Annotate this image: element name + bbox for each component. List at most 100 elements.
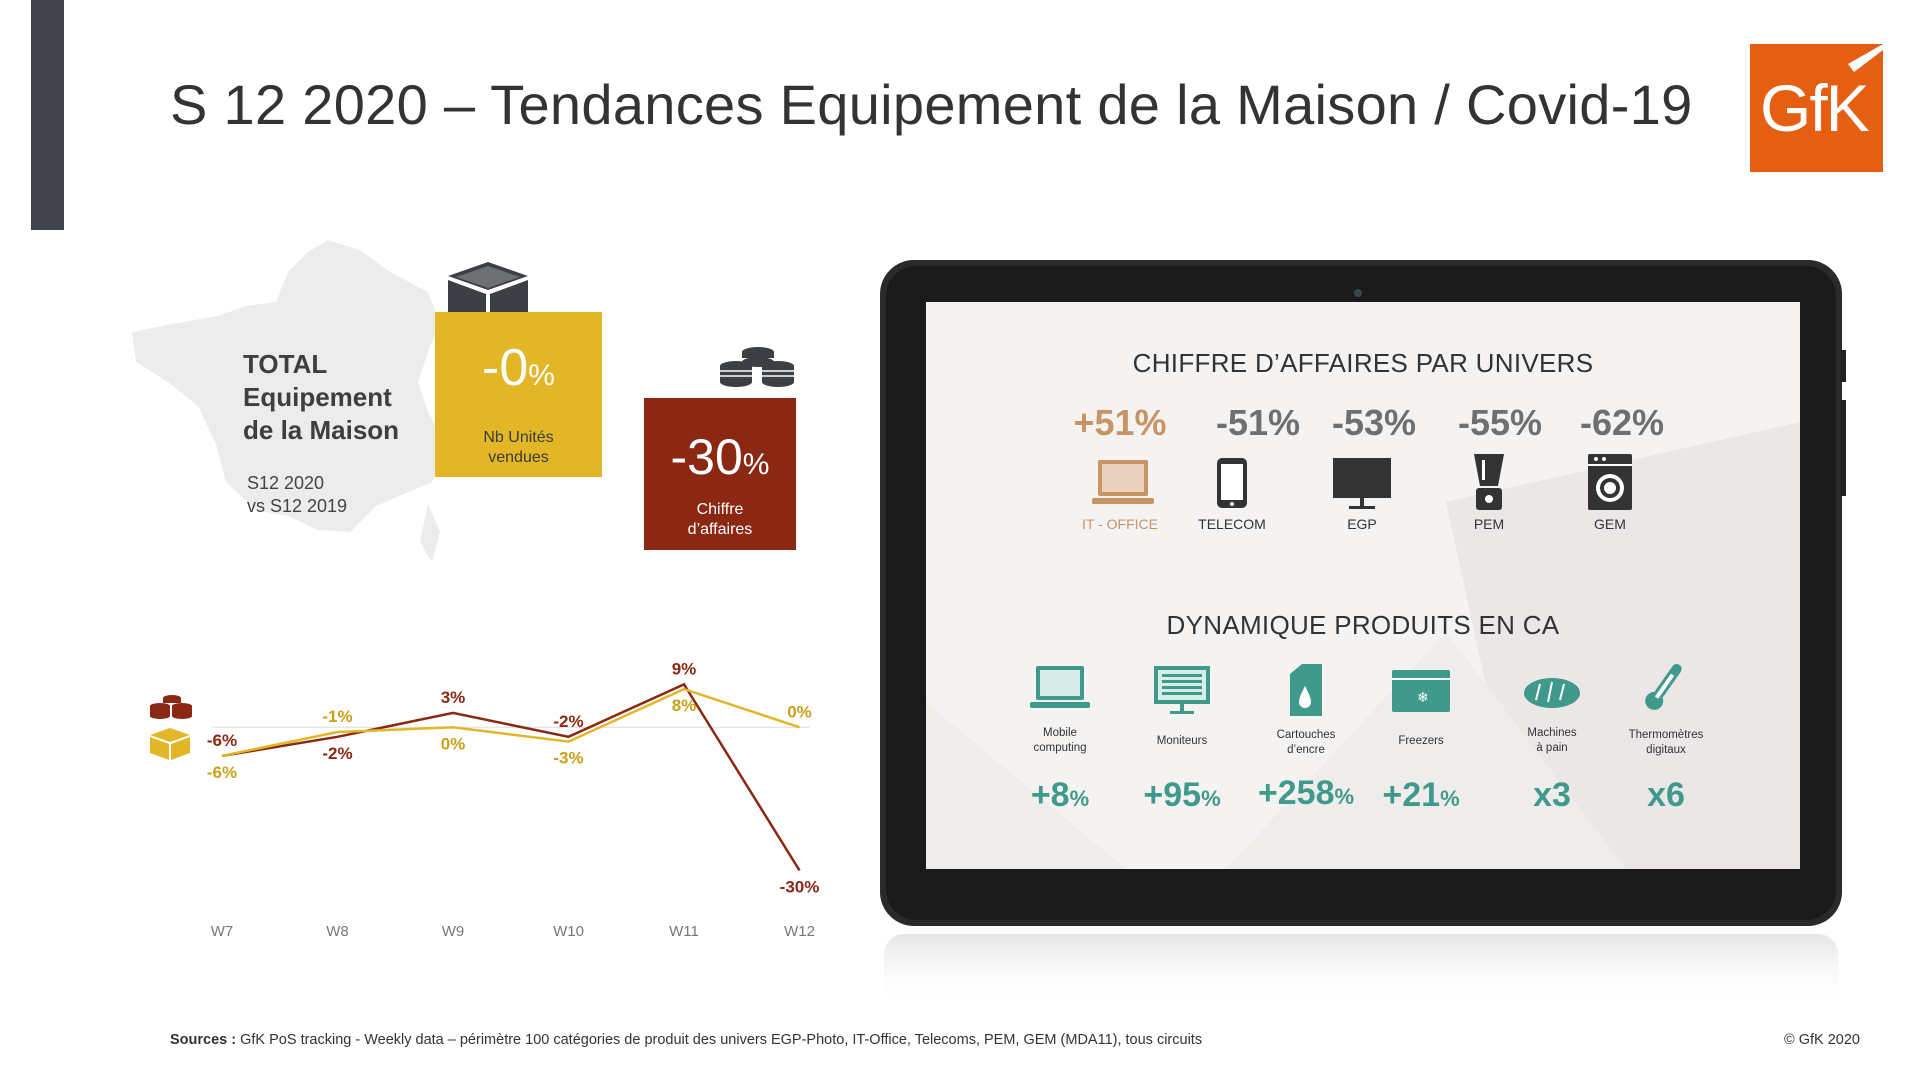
product-value-monitors: +95% [1122, 776, 1242, 815]
universe-value-egp: -53% [1331, 402, 1417, 443]
x-tick-label: W7 [211, 923, 234, 940]
revenue-data-label: -2% [553, 712, 583, 731]
product-value-pct: % [1069, 786, 1090, 811]
units-data-label: 0% [787, 702, 812, 721]
product-value-pct: % [1201, 786, 1221, 811]
revenue-label-1: Chiffre [696, 501, 744, 518]
product-value-number: +95 [1143, 776, 1202, 814]
product-value-number: x3 [1533, 776, 1571, 814]
freezer-icon: ❄ [1392, 670, 1450, 712]
revenue-pct-sign: % [742, 448, 770, 481]
page-title: S 12 2020 – Tendances Equipement de la M… [170, 73, 1693, 136]
left-accent-bar [31, 0, 64, 230]
sources-text: GfK PoS tracking - Weekly data – périmèt… [236, 1032, 1203, 1048]
weekly-trend-chart: -6% -2% 3% -2% 9% -30% -6% -1% 0% -3% 8% 0% W7 W8 W9 W1… [150, 659, 820, 940]
series-line-units [221, 687, 800, 758]
product-value-bread-machines: x3 [1492, 776, 1612, 815]
screen-background [926, 422, 1800, 869]
revenue-data-label: -30% [780, 877, 820, 896]
units-label-1: Nb Unités [483, 429, 554, 446]
revenue-label-2: d’affaires [687, 521, 753, 538]
logo-text: GfK [1760, 71, 1870, 145]
sources-label: Sources : [170, 1032, 237, 1048]
laptop-icon [1092, 460, 1154, 504]
product-value-pct: % [1334, 784, 1355, 809]
tv-icon [1333, 458, 1391, 509]
coins-icon [720, 347, 794, 387]
universe-value-telecom: -51% [1215, 402, 1301, 443]
legend-box-icon [150, 728, 190, 760]
logo-slash-icon [1848, 44, 1883, 72]
product-label-line: computing [1033, 742, 1087, 754]
total-line-2: Equipement [243, 382, 392, 412]
thermometer-icon [1645, 663, 1682, 710]
product-value-freezers: +21% [1361, 776, 1481, 815]
product-value-thermometers: x6 [1606, 776, 1726, 815]
product-label-line: Thermomètres [1628, 729, 1704, 741]
period-text: S12 2020 vs S12 2019 [247, 472, 347, 518]
universe-label-egp: EGP [1347, 516, 1377, 532]
x-tick-label: W10 [553, 923, 584, 940]
period-line-2: vs S12 2019 [247, 496, 348, 516]
copyright: © GfK 2020 [1784, 1032, 1860, 1048]
x-tick-label: W11 [669, 923, 699, 940]
product-label-ink-cartridges: Cartouches d’encre [1256, 728, 1356, 758]
revenue-box: -30% Chiffre d’affaires [644, 398, 796, 550]
product-label-line: Freezers [1398, 735, 1444, 747]
product-value-number: +8 [1030, 776, 1070, 814]
universe-value-gem: -62% [1579, 402, 1665, 443]
revenue-data-label: -2% [322, 744, 352, 763]
bread-icon [1524, 678, 1580, 708]
product-value-ink-cartridges: +258% [1246, 774, 1366, 813]
revenue-value: -30 [670, 429, 743, 485]
svg-text:❄: ❄ [1417, 690, 1429, 706]
sources-note: Sources : GfK PoS tracking - Weekly data… [170, 1032, 1202, 1048]
units-value: -0 [482, 339, 529, 397]
revenue-data-label: 3% [441, 688, 466, 707]
monitor-icon [1154, 666, 1210, 714]
product-label-freezers: Freezers [1371, 734, 1471, 749]
total-line-1: TOTAL [243, 349, 328, 379]
product-label-monitors: Moniteurs [1132, 734, 1232, 749]
product-label-mobile-computing: Mobile computing [1010, 726, 1110, 756]
units-data-label: 0% [441, 734, 466, 753]
product-label-line: Mobile [1043, 727, 1077, 739]
units-data-label: -6% [207, 763, 237, 782]
revenue-data-label: -6% [207, 731, 237, 750]
units-data-label: 8% [672, 696, 697, 715]
product-dynamics-heading: DYNAMIQUE PRODUITS EN CA [1166, 610, 1560, 640]
universe-value-it-office: +51% [1073, 402, 1167, 443]
universe-label-gem: GEM [1594, 516, 1626, 532]
product-label-line: d’encre [1287, 744, 1325, 756]
units-pct-sign: % [528, 359, 555, 392]
product-label-line: Machines [1527, 727, 1577, 739]
universe-label-telecom: TELECOM [1198, 516, 1266, 532]
product-label-thermometers: Thermomètres digitaux [1616, 728, 1716, 758]
series-line-revenue [221, 682, 801, 872]
period-line-1: S12 2020 [247, 473, 325, 493]
smartphone-icon [1217, 458, 1247, 508]
total-line-3: de la Maison [243, 415, 400, 445]
units-sold-box: -0% Nb Unités vendues [435, 312, 602, 477]
product-label-line: digitaux [1646, 744, 1686, 756]
universe-label-pem: PEM [1473, 516, 1505, 532]
x-tick-label: W12 [784, 923, 815, 940]
france-map-icon [132, 240, 446, 562]
legend-coins-icon [150, 695, 192, 719]
product-label-line: Moniteurs [1156, 735, 1208, 747]
product-label-bread-machines: Machines à pain [1502, 726, 1602, 756]
revenue-data-label: 9% [672, 659, 697, 678]
product-label-line: à pain [1536, 742, 1568, 754]
washing-machine-icon [1588, 454, 1632, 510]
revenue-by-universe-heading: CHIFFRE D’AFFAIRES PAR UNIVERS [1132, 348, 1594, 378]
product-value-mobile-computing: +8% [1000, 776, 1120, 815]
x-tick-label: W8 [326, 923, 349, 940]
x-tick-label: W9 [442, 923, 465, 940]
units-data-label: -1% [322, 707, 352, 726]
product-value-number: x6 [1647, 776, 1685, 814]
tablet-screen: CHIFFRE D’AFFAIRES PAR UNIVERS +51% -51%… [926, 302, 1800, 869]
mobile-computing-icon [1030, 666, 1090, 708]
units-label-2: vendues [488, 449, 549, 466]
units-data-label: -3% [553, 749, 583, 768]
product-value-number: +21 [1382, 776, 1441, 814]
